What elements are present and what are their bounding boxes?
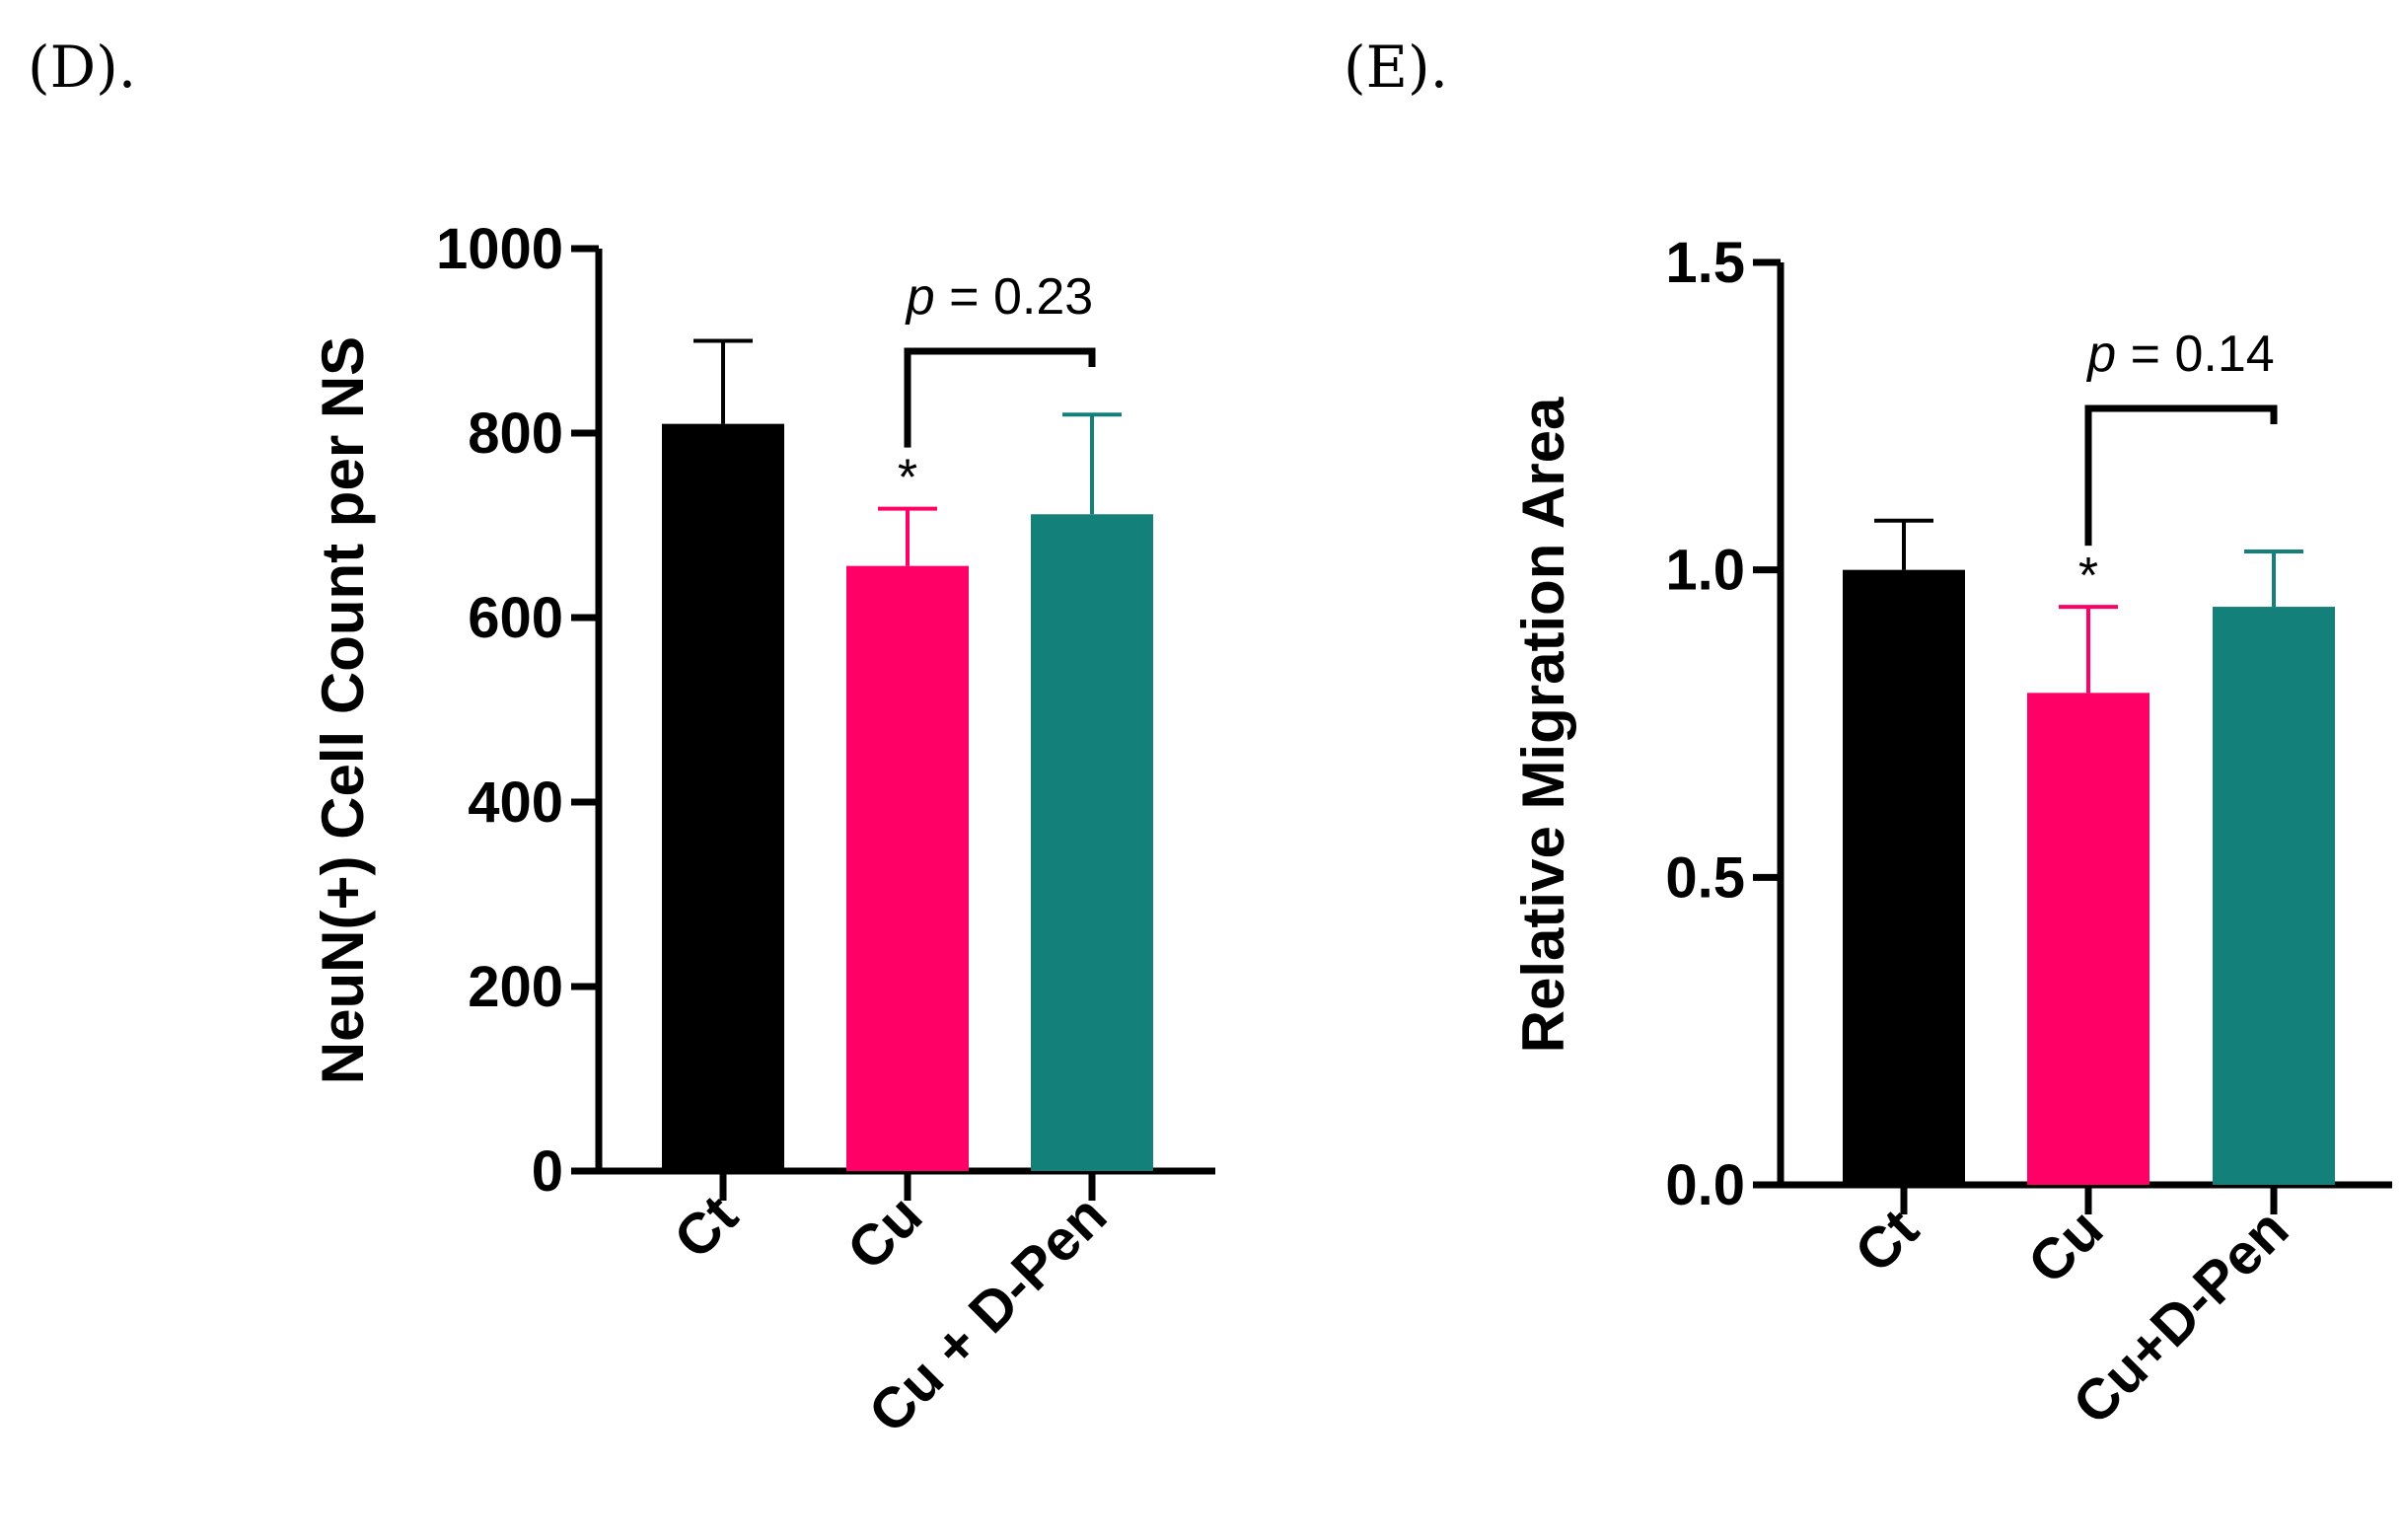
y-tick-label: 0.0 — [1665, 1153, 1745, 1217]
comparison-bracket — [2084, 404, 2278, 547]
bars — [662, 338, 1153, 1171]
p-symbol: p — [905, 268, 935, 326]
bar — [2213, 607, 2335, 1185]
y-axis-label: NeuN(+) Cell Count per NS — [310, 336, 376, 1084]
y-axis-label: Relative Migration Area — [1510, 397, 1576, 1053]
bars — [1843, 518, 2335, 1185]
significance-star: * — [898, 450, 917, 507]
annotations: * p = 0.23 — [898, 268, 1096, 507]
category-label: Ct — [662, 1183, 750, 1271]
y-tick-label: 400 — [468, 770, 563, 835]
p-value: = 0.14 — [2116, 326, 2274, 383]
p-value: = 0.23 — [935, 268, 1093, 326]
category-label: Ct — [1843, 1197, 1930, 1284]
bar — [1031, 514, 1153, 1171]
comparison-bracket — [904, 347, 1096, 448]
y-tick-label: 800 — [468, 402, 563, 466]
y-tick-label: 1.5 — [1665, 231, 1745, 295]
panel-label: (D). — [28, 34, 136, 101]
bar — [846, 565, 969, 1171]
bar — [2027, 693, 2149, 1185]
p-value-label: p = 0.23 — [905, 268, 1093, 326]
p-value-label: p = 0.14 — [2085, 326, 2274, 383]
bar — [1843, 569, 1965, 1185]
y-tick-label: 600 — [468, 586, 563, 650]
panel-label: (E). — [1344, 34, 1448, 101]
category-label: Cu — [836, 1183, 935, 1283]
significance-star: * — [2078, 548, 2098, 605]
panel-e: (E). Relative Migration Area 0.0 0.5 1.0 1.… — [1344, 34, 2392, 1436]
y-tick-label: 1.0 — [1665, 539, 1745, 603]
y-tick-label: 0.5 — [1665, 845, 1745, 910]
panel-d: (D). NeuN(+) Cell Count per NS 0 200 400 60… — [28, 34, 1215, 1445]
p-symbol: p — [2085, 326, 2116, 383]
category-label: Cu — [2016, 1197, 2116, 1296]
y-tick-label: 200 — [468, 955, 563, 1019]
bar — [662, 423, 784, 1171]
y-tick-label: 0 — [532, 1139, 563, 1204]
annotations: * p = 0.14 — [2078, 326, 2278, 605]
y-tick-label: 1000 — [436, 217, 563, 281]
